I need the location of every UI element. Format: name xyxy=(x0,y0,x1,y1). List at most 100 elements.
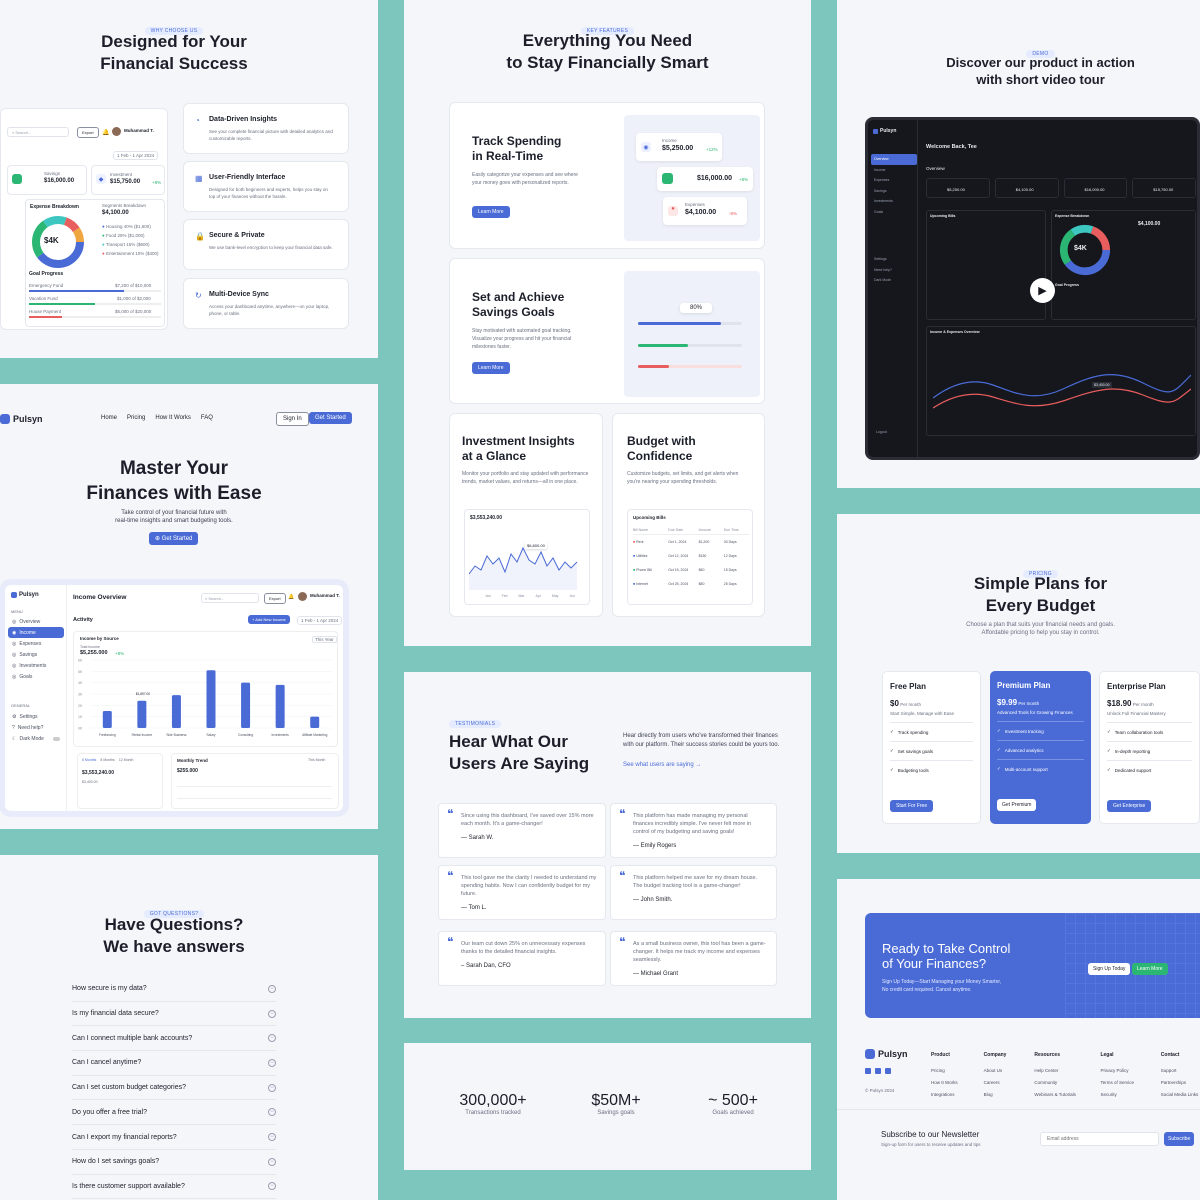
get-premium-button[interactable]: Get Premium xyxy=(997,799,1037,811)
sidebar-item-expenses[interactable]: Expenses xyxy=(874,178,890,182)
table-row[interactable]: ■ Rent Oct 1, 2024 $1,200 30 Days xyxy=(633,540,737,544)
get-enterprise-button[interactable]: Get Enterprise xyxy=(1107,800,1152,812)
sidebar-item-settings[interactable]: Settings xyxy=(874,257,887,261)
sidebar-logo[interactable]: Pulsyn xyxy=(11,592,39,598)
period-select[interactable]: This Year xyxy=(312,636,337,643)
email-input[interactable] xyxy=(1040,1132,1159,1146)
export-button[interactable]: Export xyxy=(264,593,286,604)
bar[interactable] xyxy=(137,700,147,728)
footer-link[interactable]: Social Media Links xyxy=(1160,1092,1199,1097)
search-input[interactable]: ⌕ Search... xyxy=(201,593,259,603)
sidebar-item-dark-mode[interactable]: Dark Mode xyxy=(874,278,892,282)
nav-pricing[interactable]: Pricing xyxy=(127,415,146,421)
sidebar-item-help[interactable]: Need help? xyxy=(874,267,892,272)
avatar[interactable] xyxy=(298,592,307,601)
bar[interactable] xyxy=(310,716,320,728)
expand-icon[interactable]: − xyxy=(268,1157,276,1166)
see-more-link[interactable]: See what users are saying → xyxy=(623,762,702,768)
table-row[interactable]: ■ Phone Bill Oct 15, 2024 $60 15 Days xyxy=(633,568,737,572)
video-player[interactable]: Pulsyn Overview Income Expenses Savings … xyxy=(865,117,1200,460)
footer-link[interactable]: Blog xyxy=(983,1092,993,1097)
sidebar-item-settings[interactable]: ⚙ Settings xyxy=(12,713,38,720)
bell-icon[interactable]: 🔔 xyxy=(102,130,110,136)
bar[interactable] xyxy=(206,670,216,728)
trend-period[interactable]: This Month xyxy=(308,758,326,762)
sidebar-item-dark-mode[interactable]: ☾ Dark Mode xyxy=(8,733,64,744)
footer-link[interactable]: Privacy Policy xyxy=(1100,1068,1129,1073)
faq-item[interactable]: How do I set savings goals? − xyxy=(72,1150,276,1175)
footer-link[interactable]: Integrations xyxy=(931,1092,955,1097)
expand-icon[interactable]: − xyxy=(268,1133,276,1142)
footer-link[interactable]: Support xyxy=(1160,1068,1177,1073)
sidebar-item-goals[interactable]: ◎ Goals xyxy=(12,673,33,680)
bar[interactable] xyxy=(241,682,251,728)
footer-link[interactable]: Webinars & Tutorials xyxy=(1034,1092,1076,1097)
expand-icon[interactable]: − xyxy=(268,1108,276,1117)
sidebar-item-help[interactable]: ? Need help? xyxy=(12,724,44,731)
footer-link[interactable]: Community xyxy=(1034,1080,1058,1085)
search-input[interactable]: ⌕ Search... xyxy=(7,127,69,137)
sidebar-item-overview[interactable]: ◎ Overview xyxy=(12,618,41,625)
export-button[interactable]: Export xyxy=(77,127,99,138)
footer-link[interactable]: About Us xyxy=(983,1068,1003,1073)
sidebar-logo[interactable]: Pulsyn xyxy=(873,128,896,134)
get-started-nav-button[interactable]: Get Started xyxy=(309,412,352,424)
footer-link[interactable]: Pricing xyxy=(931,1068,945,1073)
avatar[interactable] xyxy=(112,127,121,136)
expand-icon[interactable]: − xyxy=(268,1083,276,1092)
logout-button[interactable]: Logout xyxy=(876,430,887,434)
bar[interactable] xyxy=(171,695,181,728)
add-income-button[interactable]: + Add New Income xyxy=(248,615,290,624)
learn-more-button[interactable]: Learn More xyxy=(472,206,510,218)
bell-icon[interactable]: 🔔 xyxy=(288,594,295,600)
linkedin-icon[interactable] xyxy=(885,1068,891,1074)
faq-item[interactable]: Can I export my financial reports? − xyxy=(72,1125,276,1150)
faq-item[interactable]: Can I cancel anytime? − xyxy=(72,1051,276,1076)
footer-link[interactable]: Security xyxy=(1100,1092,1117,1097)
footer-link[interactable]: Help Center xyxy=(1034,1068,1059,1073)
nav-home[interactable]: Home xyxy=(101,415,118,421)
tab-12-month[interactable]: 12 Month xyxy=(118,758,134,762)
sign-in-button[interactable]: Sign In xyxy=(276,412,309,426)
expand-icon[interactable]: − xyxy=(268,1009,276,1018)
tab-6-months[interactable]: 6 Months xyxy=(82,758,97,762)
expand-icon[interactable]: − xyxy=(268,1058,276,1067)
start-free-button[interactable]: Start For Free xyxy=(890,800,934,812)
sidebar-item-savings[interactable]: ◎ Savings xyxy=(12,651,38,658)
nav-how-it-works[interactable]: How It Works xyxy=(155,415,191,421)
get-started-button[interactable]: ⊕ Get Started xyxy=(149,532,199,545)
date-range[interactable]: 1 Feb - 1 Apr 2024 xyxy=(113,151,159,160)
faq-item[interactable]: Can I connect multiple bank accounts? − xyxy=(72,1026,276,1052)
learn-more-button[interactable]: Learn More xyxy=(472,362,510,374)
sign-up-button[interactable]: Sign Up Today xyxy=(1088,963,1131,975)
sidebar-item-expenses[interactable]: ◎ Expenses xyxy=(12,640,42,647)
subscribe-button[interactable]: Subscribe xyxy=(1164,1132,1195,1146)
footer-logo[interactable]: Pulsyn xyxy=(865,1049,908,1059)
faq-item[interactable]: Is there customer support available? − xyxy=(72,1175,276,1200)
sidebar-item-overview[interactable]: Overview xyxy=(871,154,917,165)
footer-link[interactable]: Careers xyxy=(983,1080,1000,1085)
footer-link[interactable]: Partnerships xyxy=(1160,1080,1187,1085)
faq-item[interactable]: Do you offer a free trial? − xyxy=(72,1101,276,1126)
table-row[interactable]: ■ Internet Oct 25, 2024 $80 25 Days xyxy=(633,582,737,586)
learn-more-button[interactable]: Learn More xyxy=(1132,963,1168,975)
facebook-icon[interactable] xyxy=(865,1068,871,1074)
sidebar-item-income[interactable]: ◉ Income xyxy=(8,627,64,638)
expand-icon[interactable]: − xyxy=(268,1034,276,1043)
faq-item[interactable]: Can I set custom budget categories? − xyxy=(72,1076,276,1101)
sidebar-item-savings[interactable]: Savings xyxy=(874,188,887,193)
bar[interactable] xyxy=(275,684,285,728)
nav-faq[interactable]: FAQ xyxy=(200,415,213,421)
faq-item[interactable]: Is my financial data secure? − xyxy=(72,1002,276,1027)
faq-item[interactable]: How secure is my data? − xyxy=(72,977,276,1002)
logo[interactable]: Pulsyn xyxy=(0,414,43,424)
footer-link[interactable]: How It Works xyxy=(931,1080,958,1085)
tab-8-months[interactable]: 8 Months xyxy=(100,758,115,762)
expand-icon[interactable]: − xyxy=(268,1182,276,1191)
sidebar-item-investments[interactable]: ◎ Investments xyxy=(12,662,47,669)
date-range[interactable]: 1 Feb - 1 Apr 2024 xyxy=(297,616,343,625)
footer-link[interactable]: Terms of Service xyxy=(1100,1080,1134,1085)
play-button[interactable]: ▶ xyxy=(1030,278,1055,303)
table-row[interactable]: ■ Utilities Oct 12, 2024 $150 12 Days xyxy=(633,554,737,558)
bar[interactable] xyxy=(102,711,112,728)
